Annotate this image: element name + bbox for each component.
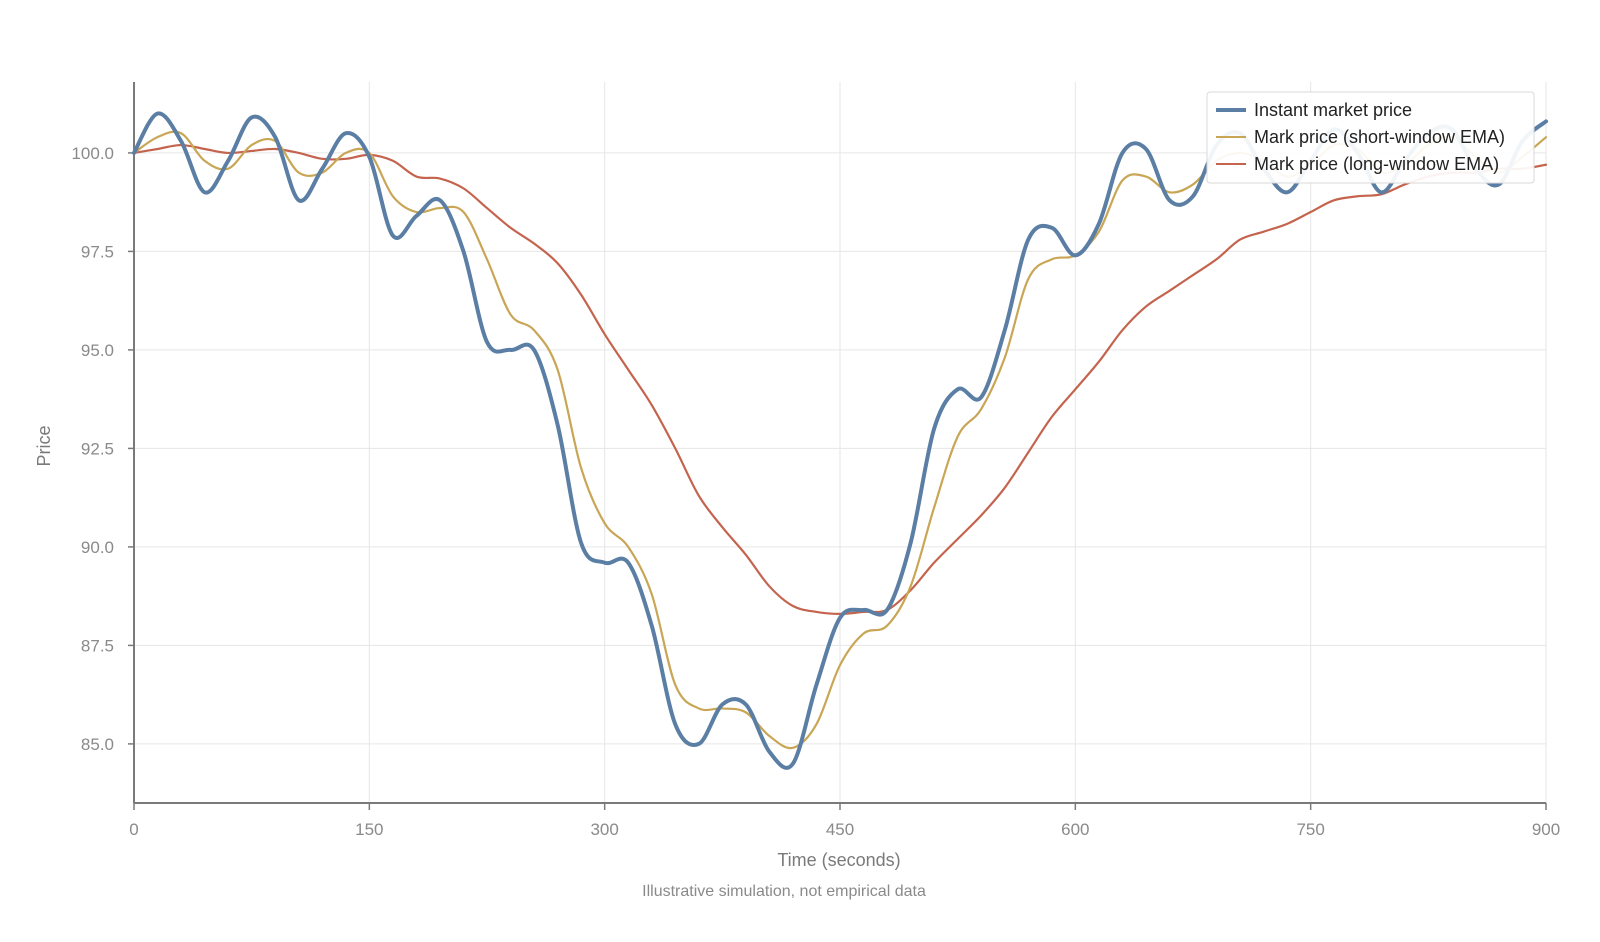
y-tick-label: 95.0 bbox=[81, 341, 114, 360]
y-tick-label: 85.0 bbox=[81, 735, 114, 754]
x-tick-label: 600 bbox=[1061, 820, 1089, 839]
legend-label-instant-market-price: Instant market price bbox=[1254, 100, 1412, 120]
y-tick-label: 97.5 bbox=[81, 242, 114, 261]
x-tick-label: 0 bbox=[129, 820, 138, 839]
y-tick-label: 92.5 bbox=[81, 439, 114, 458]
legend: Instant market price Mark price (short-w… bbox=[1206, 91, 1535, 184]
x-tick-label: 450 bbox=[826, 820, 854, 839]
x-axis-title: Time (seconds) bbox=[777, 850, 900, 870]
y-axis-title: Price bbox=[34, 425, 54, 466]
grid bbox=[134, 82, 1547, 803]
y-tick-label: 100.0 bbox=[71, 144, 114, 163]
x-tick-label: 150 bbox=[355, 820, 383, 839]
chart-caption: Illustrative simulation, not empirical d… bbox=[642, 883, 926, 900]
axes bbox=[128, 82, 1547, 810]
legend-label-short-window-ema: Mark price (short-window EMA) bbox=[1254, 127, 1505, 147]
x-tick-label: 750 bbox=[1296, 820, 1324, 839]
legend-box bbox=[1206, 91, 1535, 184]
x-tick-label: 300 bbox=[590, 820, 618, 839]
tick-labels: 85.0 87.5 90.0 92.5 95.0 97.5 100.0 0 150 300 450 6… bbox=[71, 144, 1560, 839]
legend-label-long-window-ema: Mark price (long-window EMA) bbox=[1254, 154, 1499, 174]
x-tick-label: 900 bbox=[1532, 820, 1560, 839]
y-tick-label: 90.0 bbox=[81, 538, 114, 557]
y-tick-label: 87.5 bbox=[81, 636, 114, 655]
